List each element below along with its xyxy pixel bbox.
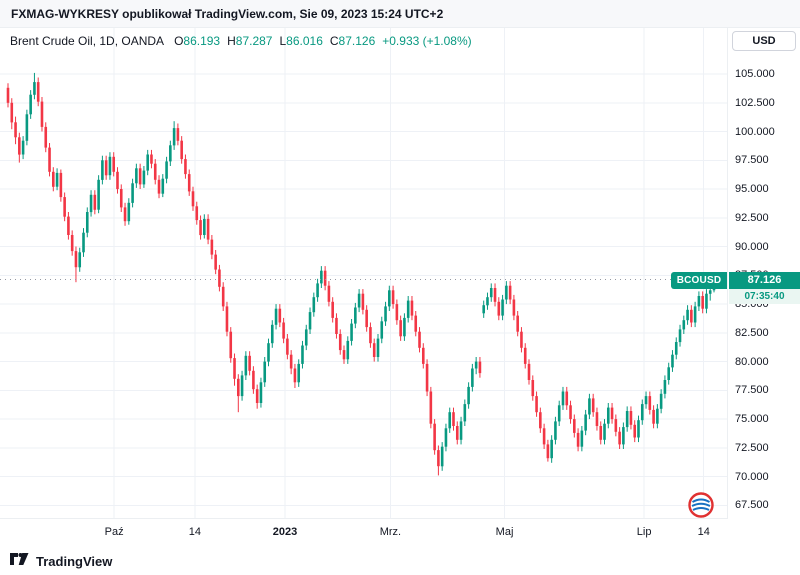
ohlc-open: O86.193 bbox=[174, 34, 221, 48]
price-tick-label: 105.000 bbox=[735, 68, 775, 80]
chart-legend: Brent Crude Oil, 1D, OANDA O86.193 H87.2… bbox=[10, 34, 472, 48]
candlestick-chart[interactable] bbox=[0, 28, 727, 518]
chart-area: Brent Crude Oil, 1D, OANDA O86.193 H87.2… bbox=[0, 28, 800, 518]
symbol-title[interactable]: Brent Crude Oil, 1D, OANDA bbox=[10, 34, 165, 48]
footer-bar: TradingView bbox=[0, 547, 800, 575]
price-tick-label: 90.000 bbox=[735, 240, 769, 253]
last-price-symbol-label: BCOUSD bbox=[671, 271, 727, 289]
price-axis[interactable]: USD 87.126 07:35:40 105.000 102.500 100.00… bbox=[727, 28, 800, 518]
time-tick-label: Paź bbox=[104, 526, 124, 538]
bar-countdown-label: 07:35:40 bbox=[729, 288, 800, 304]
price-tick-label: 75.000 bbox=[735, 413, 769, 426]
last-price-label: 87.126 bbox=[729, 271, 800, 289]
time-axis[interactable]: Paź 14 2023 Mrz. Maj Lip 14 bbox=[0, 518, 727, 547]
time-tick-label: Mrz. bbox=[379, 526, 402, 538]
price-change: +0.933 (+1.08%) bbox=[382, 34, 472, 48]
time-tick-label: 2023 bbox=[272, 526, 298, 538]
price-tick-label: 100.000 bbox=[735, 125, 775, 138]
ohlc-high: H87.287 bbox=[227, 34, 273, 48]
price-tick-label: 102.500 bbox=[735, 96, 775, 109]
fxmag-logo-badge bbox=[688, 492, 714, 523]
header-bar: FXMAG-WYKRESY opublikował TradingView.co… bbox=[0, 0, 800, 28]
price-tick-label: 95.000 bbox=[735, 183, 769, 196]
price-tick-label: 97.500 bbox=[735, 154, 769, 167]
time-tick-label: 14 bbox=[188, 526, 201, 538]
tradingview-brand-text[interactable]: TradingView bbox=[36, 553, 113, 569]
currency-button[interactable]: USD bbox=[732, 31, 796, 51]
time-tick-label: Lip bbox=[636, 526, 652, 538]
price-tick-label: 72.500 bbox=[735, 441, 769, 454]
time-tick-label: Maj bbox=[495, 526, 514, 538]
ohlc-close: C87.126 bbox=[329, 34, 376, 48]
price-tick-label: 77.500 bbox=[735, 384, 769, 397]
price-tick-label: 70.000 bbox=[735, 470, 769, 483]
header-text: FXMAG-WYKRESY opublikował TradingView.co… bbox=[11, 6, 444, 21]
price-tick-label: 80.000 bbox=[735, 355, 769, 368]
price-tick-label: 92.500 bbox=[735, 211, 769, 224]
time-tick-label: 14 bbox=[697, 526, 710, 538]
price-tick-label: 82.500 bbox=[735, 326, 769, 339]
ohlc-low: L86.016 bbox=[279, 34, 323, 48]
tradingview-logo-icon[interactable] bbox=[10, 551, 29, 572]
price-tick-label: 67.500 bbox=[735, 499, 769, 512]
